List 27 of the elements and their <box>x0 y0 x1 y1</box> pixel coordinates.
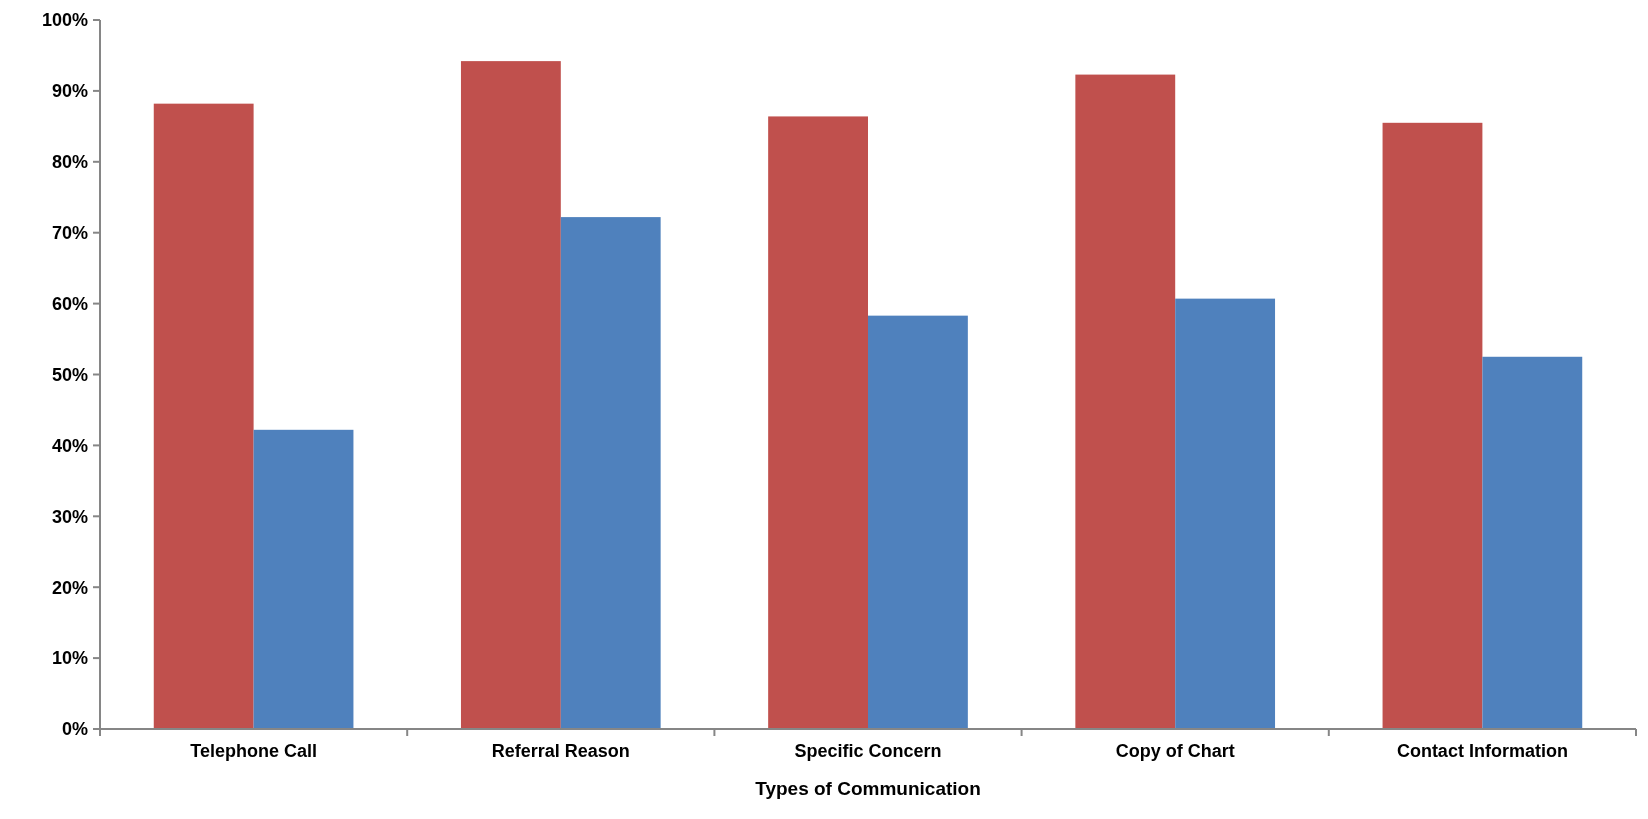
bar <box>153 103 254 729</box>
y-tick-label: 60% <box>51 293 88 314</box>
y-tick-label: 80% <box>51 152 88 173</box>
x-axis-title: Types of Communication <box>755 778 981 799</box>
y-tick-label: 70% <box>51 223 88 243</box>
x-tick-label: Telephone Call <box>190 741 317 761</box>
y-tick-label: 100% <box>41 10 88 31</box>
bar <box>768 116 868 729</box>
bar <box>1075 74 1176 729</box>
y-tick-label: 50% <box>51 364 88 385</box>
x-tick-label: Copy of Chart <box>1115 741 1235 761</box>
y-tick-label: 0% <box>61 719 88 740</box>
bar <box>1482 356 1583 729</box>
x-tick-label: Specific Concern <box>794 741 942 761</box>
x-tick-label: Contact Information <box>1396 741 1568 761</box>
x-tick-label: Referral Reason <box>491 741 630 761</box>
bar <box>253 429 354 729</box>
bar <box>868 315 968 729</box>
y-tick-label: 90% <box>51 81 88 102</box>
bar <box>560 217 661 729</box>
y-tick-label: 20% <box>51 577 88 598</box>
bar <box>460 61 561 729</box>
y-tick-label: 10% <box>51 648 88 669</box>
bar <box>1175 298 1276 729</box>
y-tick-label: 30% <box>51 506 88 527</box>
bar <box>1382 122 1483 729</box>
y-tick-label: 40% <box>51 435 88 456</box>
